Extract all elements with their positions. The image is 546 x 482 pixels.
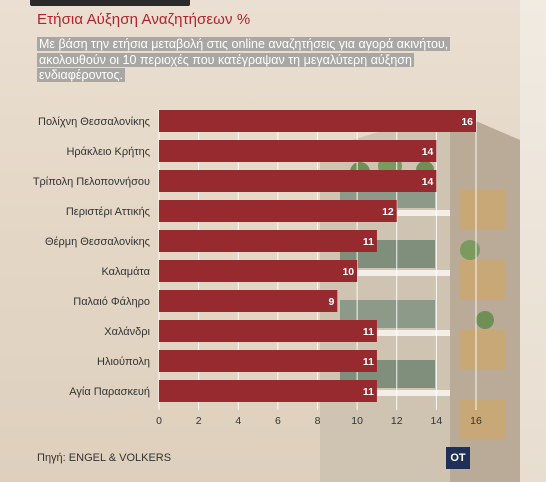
category-label: Ηλιούπολη: [97, 356, 150, 368]
ot-logo: OT: [446, 447, 470, 469]
x-tick-label: 2: [196, 415, 202, 427]
x-tick-label: 12: [391, 415, 403, 427]
data-label: 10: [342, 266, 354, 278]
x-tick-label: 0: [156, 415, 162, 427]
right-edge-strip: [520, 0, 546, 482]
data-label: 14: [422, 176, 434, 188]
data-label: 11: [363, 236, 374, 248]
category-label: Περιστέρι Αττικής: [66, 206, 150, 218]
data-label: 9: [328, 296, 334, 308]
bar: [159, 200, 397, 222]
category-label: Χαλάνδρι: [104, 326, 150, 338]
source-note: Πηγή: ENGEL & VOLKERS: [37, 452, 172, 464]
bar: [159, 230, 377, 252]
category-label: Θέρμη Θεσσαλονίκης: [45, 236, 150, 248]
x-tick-label: 14: [431, 415, 443, 427]
category-label: Καλαμάτα: [101, 266, 150, 278]
data-label: 11: [363, 386, 374, 398]
bar: [159, 380, 377, 402]
bar: [159, 140, 437, 162]
bar: [159, 320, 377, 342]
category-label: Παλαιό Φάληρο: [73, 296, 150, 308]
bar: [159, 290, 338, 312]
bar: [159, 350, 377, 372]
category-label: Αγία Παρασκευή: [69, 386, 150, 398]
x-tick-label: 4: [235, 415, 241, 427]
bar: [159, 110, 476, 132]
x-tick-label: 16: [470, 415, 482, 427]
category-label: Τρίπολη Πελοποννήσου: [33, 176, 150, 188]
category-label: Πολίχνη Θεσσαλονίκης: [38, 116, 150, 128]
x-tick-label: 8: [315, 415, 321, 427]
bar: [159, 170, 437, 192]
cropped-header-bar: [30, 0, 190, 6]
chart-subtitle: Με βάση την ετήσια μεταβολή στις online …: [37, 37, 477, 84]
data-label: 11: [363, 356, 374, 368]
data-label: 12: [382, 206, 394, 218]
x-tick-label: 6: [275, 415, 281, 427]
data-label: 16: [461, 116, 473, 128]
chart-title: Ετήσια Αύξηση Αναζητήσεων %: [37, 11, 251, 28]
x-tick-label: 10: [351, 415, 363, 427]
category-label: Ηράκλειο Κρήτης: [66, 146, 150, 158]
bar: [159, 260, 358, 282]
data-label: 11: [363, 326, 374, 338]
data-label: 14: [422, 146, 434, 158]
